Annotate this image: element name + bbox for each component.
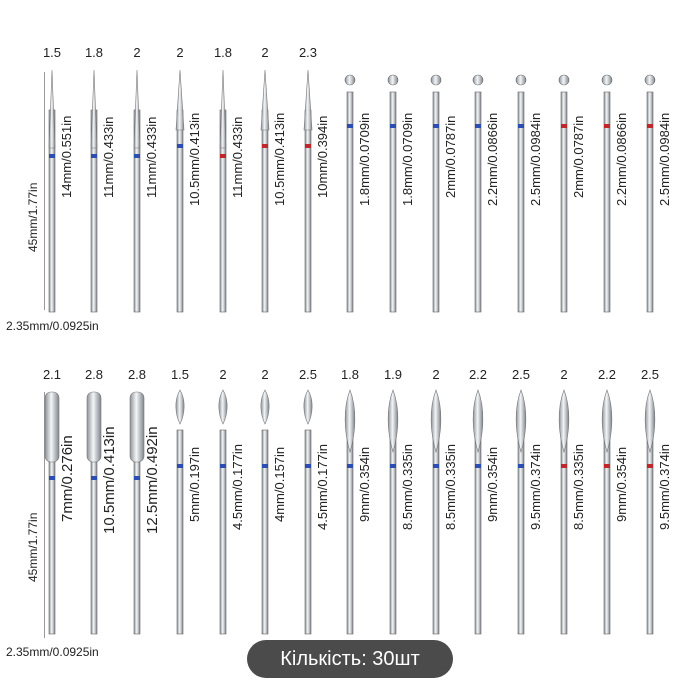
size-label: 1.8mm/0.0709in (357, 112, 372, 206)
size-label: 1.8mm/0.0709in (400, 112, 415, 206)
size-label: 9mm/0.354in (485, 446, 500, 522)
bit-2-10 (424, 389, 448, 635)
size-label: 2.2mm/0.0866in (485, 112, 500, 206)
bit-1-13 (552, 70, 576, 313)
bit-2-8 (338, 389, 362, 635)
row1-shank-label: 2.35mm/0.0925in (6, 319, 99, 333)
bit-1-8 (338, 70, 362, 313)
tip-label: 2 (219, 367, 227, 382)
tip-label: 1.5 (170, 367, 190, 382)
bit-2-1 (40, 390, 64, 635)
size-label: 10.5mm/0.413in (187, 112, 202, 206)
size-label: 2.5mm/0.0984in (528, 112, 543, 206)
size-label: 9.5mm/0.374in (528, 444, 543, 530)
bit-1-4 (168, 69, 192, 313)
size-label: 5mm/0.197in (187, 446, 202, 522)
size-label: 2mm/0.0787in (443, 115, 458, 198)
bit-1-14 (595, 70, 619, 313)
row1-length-label: 45mm/1.77in (26, 182, 40, 252)
size-label: 11mm/0.433in (144, 116, 159, 198)
tip-label: 1.8 (340, 367, 360, 382)
tip-label: 2 (133, 45, 141, 60)
size-label: 12.5mm/0.492in (144, 426, 161, 534)
size-label: 10.5mm/0.413in (272, 112, 287, 206)
size-label: 4.5mm/0.177in (315, 444, 330, 530)
bit-2-6 (253, 389, 277, 635)
bit-2-2 (82, 390, 106, 635)
tip-label: 1.8 (84, 45, 104, 60)
size-label: 10.5mm/0.413in (101, 426, 118, 534)
size-label: 7mm/0.276in (59, 435, 76, 522)
bit-1-5 (211, 69, 235, 313)
size-label: 9.5mm/0.374in (657, 444, 672, 530)
tip-label: 2.5 (640, 367, 660, 382)
tip-label: 2.1 (42, 367, 62, 382)
tip-label: 2.2 (597, 367, 617, 382)
bit-2-12 (509, 389, 533, 635)
tip-label: 1.9 (383, 367, 403, 382)
size-label: 8.5mm/0.335in (571, 444, 586, 530)
size-label: 2mm/0.0787in (571, 115, 586, 198)
row2-length-label: 45mm/1.77in (26, 512, 40, 582)
tip-label: 2 (261, 45, 269, 60)
size-label: 11mm/0.433in (230, 116, 245, 198)
bit-1-15 (638, 70, 662, 313)
bit-2-15 (638, 389, 662, 635)
size-label: 2.5mm/0.0984in (657, 112, 672, 206)
bit-1-10 (424, 70, 448, 313)
size-label: 9mm/0.354in (614, 446, 629, 522)
size-label: 10mm/0.394in (315, 115, 330, 198)
bit-1-11 (466, 70, 490, 313)
tip-label: 2.8 (84, 367, 104, 382)
bit-1-12 (509, 70, 533, 313)
tip-label: 2.3 (298, 45, 318, 60)
bit-2-13 (552, 389, 576, 635)
bit-2-4 (168, 389, 192, 635)
tip-label: 2 (176, 45, 184, 60)
size-label: 14mm/0.551in (59, 115, 74, 198)
size-label: 8.5mm/0.335in (400, 444, 415, 530)
row2-length-bracket (44, 392, 45, 638)
tip-label: 2 (432, 367, 440, 382)
size-label: 11mm/0.433in (101, 116, 116, 198)
row1-length-bracket (44, 72, 45, 310)
bit-1-2 (82, 69, 106, 313)
bit-2-9 (381, 389, 405, 635)
row2-shank-label: 2.35mm/0.0925in (6, 645, 99, 659)
bit-1-3 (125, 69, 149, 313)
bit-1-7 (296, 69, 320, 313)
bit-2-3 (125, 390, 149, 635)
size-label: 4.5mm/0.177in (230, 444, 245, 530)
bit-2-7 (296, 389, 320, 635)
tip-label: 2.5 (298, 367, 318, 382)
bit-1-6 (253, 69, 277, 313)
tip-label: 2 (560, 367, 568, 382)
quantity-badge: Кількість: 30шт (247, 640, 453, 678)
bit-2-11 (466, 389, 490, 635)
tip-label: 1.8 (213, 45, 233, 60)
tip-label: 1.5 (42, 45, 62, 60)
tip-label: 2 (261, 367, 269, 382)
bit-2-5 (211, 389, 235, 635)
size-label: 2.2mm/0.0866in (614, 112, 629, 206)
size-label: 4mm/0.157in (272, 446, 287, 522)
bit-1-9 (381, 70, 405, 313)
tip-label: 2.2 (468, 367, 488, 382)
bit-2-14 (595, 389, 619, 635)
bit-1-1 (40, 69, 64, 313)
tip-label: 2.5 (511, 367, 531, 382)
size-label: 9mm/0.354in (357, 446, 372, 522)
tip-label: 2.8 (127, 367, 147, 382)
size-label: 8.5mm/0.335in (443, 444, 458, 530)
